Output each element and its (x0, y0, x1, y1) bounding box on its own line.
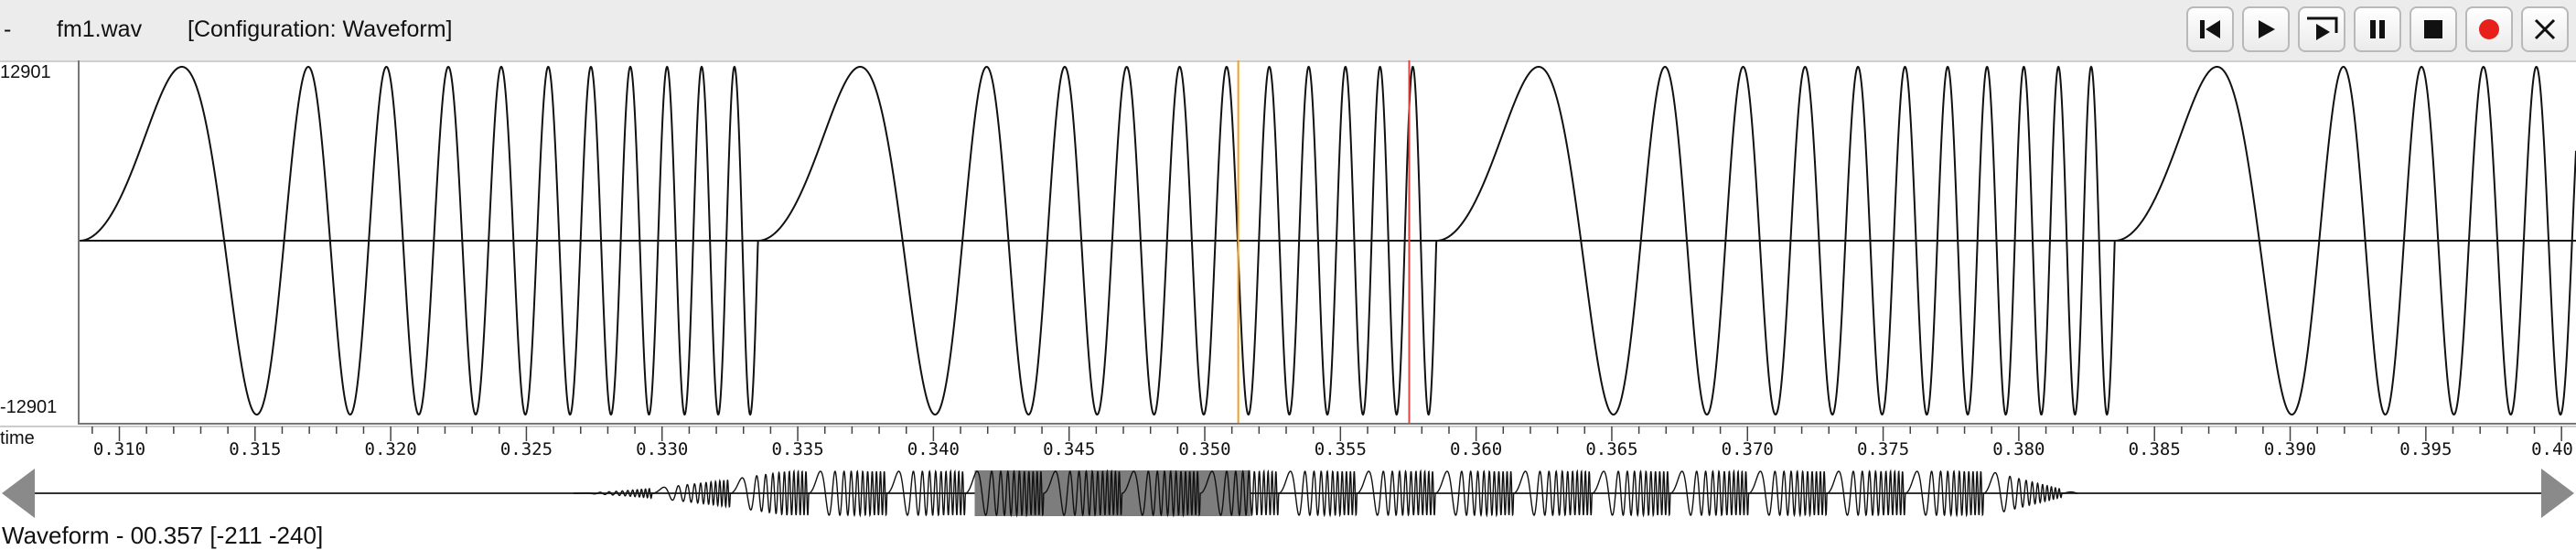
close-icon (2534, 18, 2556, 40)
waveform-trace (80, 65, 2576, 416)
tick-label: 0.365 (1585, 439, 1638, 459)
amplitude-min-label: -12901 (0, 397, 58, 417)
tick-label: 0.385 (2128, 439, 2181, 459)
waveform-plot[interactable] (80, 60, 2576, 423)
overview-strip[interactable] (0, 461, 2576, 525)
skip-to-start-button[interactable] (2186, 6, 2234, 52)
waveform-view: 12901 -12901 time 0.310 0.315 0.320 0.325 0.… (0, 60, 2576, 549)
pause-icon (2370, 20, 2385, 38)
tick-label: 0.395 (2399, 439, 2453, 459)
waveform-panel[interactable] (78, 60, 2576, 425)
tick-label: 0.310 (92, 439, 146, 459)
ruler-ticks (0, 426, 2576, 441)
tick-label: 0.335 (771, 439, 824, 459)
tick-label: 0.390 (2263, 439, 2317, 459)
play-icon (2259, 20, 2275, 38)
configuration-label: [Configuration: Waveform] (188, 16, 453, 42)
record-button[interactable] (2465, 6, 2513, 52)
stop-icon (2424, 20, 2442, 38)
scroll-right-icon[interactable] (2541, 469, 2574, 518)
close-button[interactable] (2521, 6, 2569, 52)
scroll-left-icon[interactable] (2, 469, 35, 518)
tick-label: 0.360 (1450, 439, 1503, 459)
overview-scrollbar[interactable] (0, 461, 2576, 525)
title-bar: - fm1.wav [Configuration: Waveform] (0, 0, 2576, 62)
tick-label: 0.325 (499, 439, 553, 459)
tick-label: 0.330 (636, 439, 689, 459)
pause-button[interactable] (2354, 6, 2401, 52)
overview-waveform (574, 469, 2078, 518)
tick-label: 0.355 (1314, 439, 1367, 459)
tick-label: 0.345 (1043, 439, 1096, 459)
time-ruler[interactable]: time 0.310 0.315 0.320 0.325 0.330 0.335 0.340… (0, 425, 2576, 523)
tick-label: 0.370 (1721, 439, 1774, 459)
tick-label: 0.315 (229, 439, 282, 459)
tick-label: 0.340 (907, 439, 960, 459)
time-axis-label: time (0, 428, 35, 448)
tick-label: 0.40 (2531, 439, 2573, 459)
play-selection-button[interactable] (2298, 6, 2345, 52)
tick-label: 0.320 (364, 439, 417, 459)
record-icon (2479, 19, 2499, 39)
file-name: fm1.wav (57, 16, 143, 42)
stop-button[interactable] (2410, 6, 2457, 52)
amplitude-max-label: 12901 (0, 62, 51, 82)
status-bar: Waveform - 00.357 [-211 -240] (2, 522, 324, 549)
tick-label: 0.375 (1856, 439, 1910, 459)
tick-label: 0.350 (1178, 439, 1231, 459)
skip-to-start-icon (2200, 20, 2220, 38)
window-menu-dash[interactable]: - (4, 16, 12, 42)
tick-label: 0.380 (1992, 439, 2045, 459)
play-button[interactable] (2242, 6, 2290, 52)
play-selection-icon (2307, 16, 2338, 40)
